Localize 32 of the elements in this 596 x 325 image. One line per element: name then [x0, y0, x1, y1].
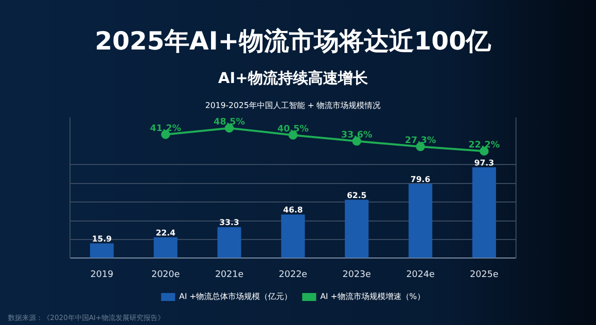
data-label: 79.6 [410, 174, 431, 184]
data-label: 62.5 [346, 190, 368, 200]
data-label: 48.5% [214, 117, 245, 128]
bar [281, 214, 305, 258]
x-tick-label: 2021e [215, 270, 244, 280]
data-label: 97.3 [474, 158, 494, 168]
legend-label: AI +物流总体市场规模（亿元） [179, 292, 292, 302]
chart-subtitle: AI+物流持续高速增长 [218, 68, 369, 87]
data-label: 27.3% [404, 136, 436, 146]
data-label: 22.4 [156, 228, 176, 238]
x-tick-label: 2025e [470, 270, 499, 280]
x-tick-label: 2023e [342, 270, 372, 280]
bar [408, 184, 432, 258]
x-tick-label: 2019 [90, 270, 114, 280]
data-label: 33.6% [341, 130, 372, 140]
x-tick-label: 2020e [151, 270, 180, 280]
bar [344, 200, 369, 258]
data-label: 46.8 [283, 206, 304, 215]
x-tick-label: 2024e [406, 270, 436, 280]
data-label: 33.3 [219, 218, 240, 228]
bar [472, 167, 496, 258]
data-label: 41.2% [150, 124, 182, 134]
x-tick-label: 2022e [278, 270, 308, 280]
legend-label: AI +物流市场规模增速（%） [320, 292, 425, 302]
data-label: 40.5% [277, 124, 309, 134]
bar [154, 237, 178, 258]
bar [217, 227, 242, 258]
text: 2019-2025年中国人工智能 + 物流市场规模情况 [205, 101, 381, 110]
data-label: 15.9 [92, 234, 112, 244]
data-label: 22.2% [468, 140, 500, 150]
bar [90, 243, 114, 258]
chart-title: 2025年AI+物流市场将达近100亿 [94, 26, 492, 56]
